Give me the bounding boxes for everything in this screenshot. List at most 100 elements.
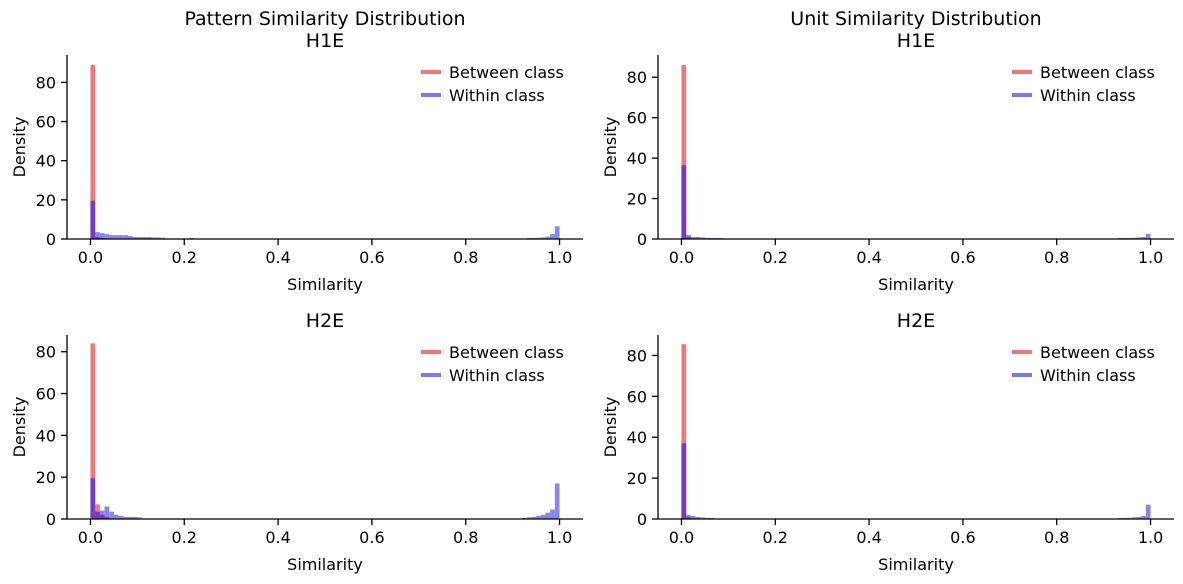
x-tick-label: 0.8: [1044, 248, 1069, 267]
x-tick-label: 0.4: [265, 528, 290, 547]
histogram-bar: [146, 237, 152, 239]
histogram-bar: [104, 234, 110, 239]
histogram-bar: [95, 232, 100, 239]
x-tick-label: 0.2: [172, 248, 197, 267]
x-tick-label: 0.4: [265, 248, 290, 267]
legend-label-between: Between class: [1040, 63, 1155, 82]
histogram-bar: [123, 516, 128, 519]
x-tick-label: 0.0: [78, 248, 103, 267]
histogram-bar: [1141, 515, 1146, 519]
x-tick-label: 1.0: [547, 248, 572, 267]
histogram-bar: [1131, 517, 1137, 519]
series-within: [681, 165, 1151, 239]
histogram-bar: [123, 235, 128, 239]
legend-label-between: Between class: [1040, 343, 1155, 362]
legend: Between class Within class: [421, 63, 564, 105]
y-tick-label: 60: [36, 385, 56, 404]
histogram-bar: [681, 65, 687, 239]
histogram-bar: [132, 516, 138, 519]
histogram-bar: [90, 343, 96, 519]
x-tick-label: 0.2: [763, 248, 788, 267]
histogram-bar: [545, 512, 551, 519]
y-tick-label: 80: [36, 343, 56, 362]
histogram-bar: [531, 516, 537, 519]
histogram-bar: [550, 234, 555, 239]
histogram-bar: [690, 236, 696, 239]
y-tick-label: 20: [36, 468, 56, 487]
subplot-3: 0.0 0.2 0.4 0.6 0.8 1.0 0 20 40 60 80 Similarity Den…: [10, 310, 583, 574]
chart-title: Unit Similarity Distribution: [790, 8, 1041, 30]
legend-label-between: Between class: [449, 63, 564, 82]
histogram-bar: [545, 236, 551, 239]
legend-label-within: Within class: [1040, 86, 1136, 105]
histogram-bar-overlap: [90, 200, 96, 239]
x-tick-label: 0.8: [453, 248, 478, 267]
histogram-bar: [132, 237, 138, 239]
legend: Between class Within class: [1012, 343, 1155, 385]
x-tick-label: 0.6: [359, 528, 384, 547]
histogram-bar: [127, 516, 133, 519]
histogram-bar: [113, 235, 119, 239]
x-tick-label: 1.0: [1138, 248, 1163, 267]
y-tick-label: 0: [46, 230, 56, 249]
histogram-bar-overlap: [686, 516, 691, 519]
y-tick-label: 40: [627, 428, 647, 447]
histogram-bar: [690, 515, 696, 519]
histogram-bar: [1145, 504, 1151, 519]
chart-title: Pattern Similarity Distribution: [184, 8, 465, 30]
y-tick-label: 80: [627, 68, 647, 87]
y-tick-label: 40: [36, 152, 56, 171]
histogram-bar: [90, 64, 96, 239]
histogram-bar-overlap: [681, 443, 687, 519]
histogram-bar: [113, 514, 119, 519]
x-tick-label: 0.8: [453, 528, 478, 547]
chart-title: H2E: [897, 310, 935, 332]
y-tick-label: 60: [627, 387, 647, 406]
y-axis-label: Density: [10, 397, 29, 458]
histogram-bar: [1136, 516, 1142, 519]
histogram-bar: [695, 516, 701, 519]
chart-subtitle: H1E: [897, 30, 935, 52]
y-tick-label: 0: [46, 510, 56, 529]
histogram-bar: [99, 233, 105, 239]
histogram-bar: [1141, 236, 1146, 239]
x-tick-label: 0.0: [669, 528, 694, 547]
histogram-bar-overlap: [95, 511, 100, 519]
histogram-bar-overlap: [686, 236, 691, 239]
legend-label-within: Within class: [1040, 366, 1136, 385]
x-tick-label: 0.6: [359, 248, 384, 267]
histogram-bar-overlap: [681, 165, 687, 239]
histogram-bar-overlap: [95, 237, 100, 239]
x-axis-label: Similarity: [878, 275, 954, 294]
x-tick-label: 0.6: [950, 248, 975, 267]
x-tick-label: 0.6: [950, 528, 975, 547]
x-tick-label: 1.0: [547, 528, 572, 547]
x-tick-label: 0.0: [78, 528, 103, 547]
chart-title: H2E: [306, 310, 344, 332]
histogram-bar: [127, 236, 133, 239]
histogram-bar-overlap: [90, 478, 96, 519]
histogram-bar: [700, 237, 705, 239]
histogram-bar: [540, 514, 546, 519]
y-tick-label: 80: [36, 73, 56, 92]
subplot-4: 0.0 0.2 0.4 0.6 0.8 1.0 0 20 40 60 80 Similarity Den…: [601, 310, 1174, 574]
histogram-bar: [700, 517, 705, 519]
subplot-1: 0.0 0.2 0.4 0.6 0.8 1.0 0 20 40 60 80 Similarity Den…: [10, 8, 583, 294]
histogram-bar-overlap: [99, 514, 105, 519]
chart-subtitle: H1E: [306, 30, 344, 52]
series-within: [681, 443, 1151, 519]
histogram-bar: [695, 236, 701, 239]
histogram-bar: [151, 237, 157, 239]
histogram-bar: [550, 509, 555, 519]
y-axis-label: Density: [601, 397, 620, 458]
x-tick-label: 0.4: [856, 248, 881, 267]
histogram-bar: [1145, 233, 1151, 239]
series-within: [90, 200, 560, 239]
x-tick-label: 0.8: [1044, 528, 1069, 547]
legend-label-within: Within class: [449, 86, 545, 105]
x-tick-label: 0.4: [856, 528, 881, 547]
y-tick-label: 80: [627, 346, 647, 365]
y-tick-label: 20: [627, 469, 647, 488]
series-within: [90, 478, 560, 519]
